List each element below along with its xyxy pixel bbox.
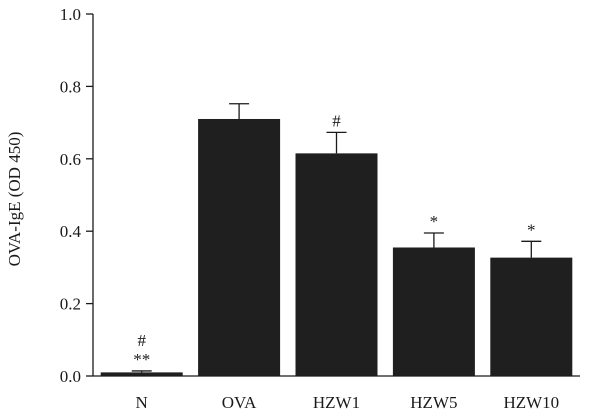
- y-tick-label: 0.0: [60, 367, 81, 386]
- y-tick-label: 1.0: [60, 5, 81, 24]
- y-tick-label: 0.2: [60, 295, 81, 314]
- category-label: N: [136, 393, 148, 412]
- category-label: HZW10: [503, 393, 559, 412]
- significance-mark: #: [137, 331, 146, 350]
- significance-annotations: #**#* *: [133, 111, 535, 369]
- category-labels: N OVA HZW1 HZW5 HZW10: [136, 393, 560, 412]
- y-axis-ticks: 0.0 0.2 0.4 0.6 0.8 1.0: [60, 5, 93, 386]
- significance-mark: *: [527, 220, 536, 239]
- bar-ova: [198, 118, 281, 376]
- significance-mark: *: [430, 212, 439, 231]
- bar-n: [100, 372, 183, 376]
- bars-group: [100, 118, 573, 376]
- y-tick-label: 0.6: [60, 150, 81, 169]
- y-tick-label: 0.8: [60, 77, 81, 96]
- category-label: HZW5: [410, 393, 457, 412]
- bar-hzw10: [490, 257, 573, 376]
- y-axis-label: OVA-IgE (OD 450): [5, 132, 24, 267]
- bar-hzw5: [392, 247, 475, 376]
- significance-mark: **: [133, 350, 150, 369]
- error-bars-group: [131, 103, 542, 373]
- category-label: OVA: [222, 393, 257, 412]
- bar-hzw1: [295, 153, 378, 376]
- y-tick-label: 0.4: [60, 222, 82, 241]
- significance-mark: #: [332, 111, 341, 130]
- category-label: HZW1: [313, 393, 360, 412]
